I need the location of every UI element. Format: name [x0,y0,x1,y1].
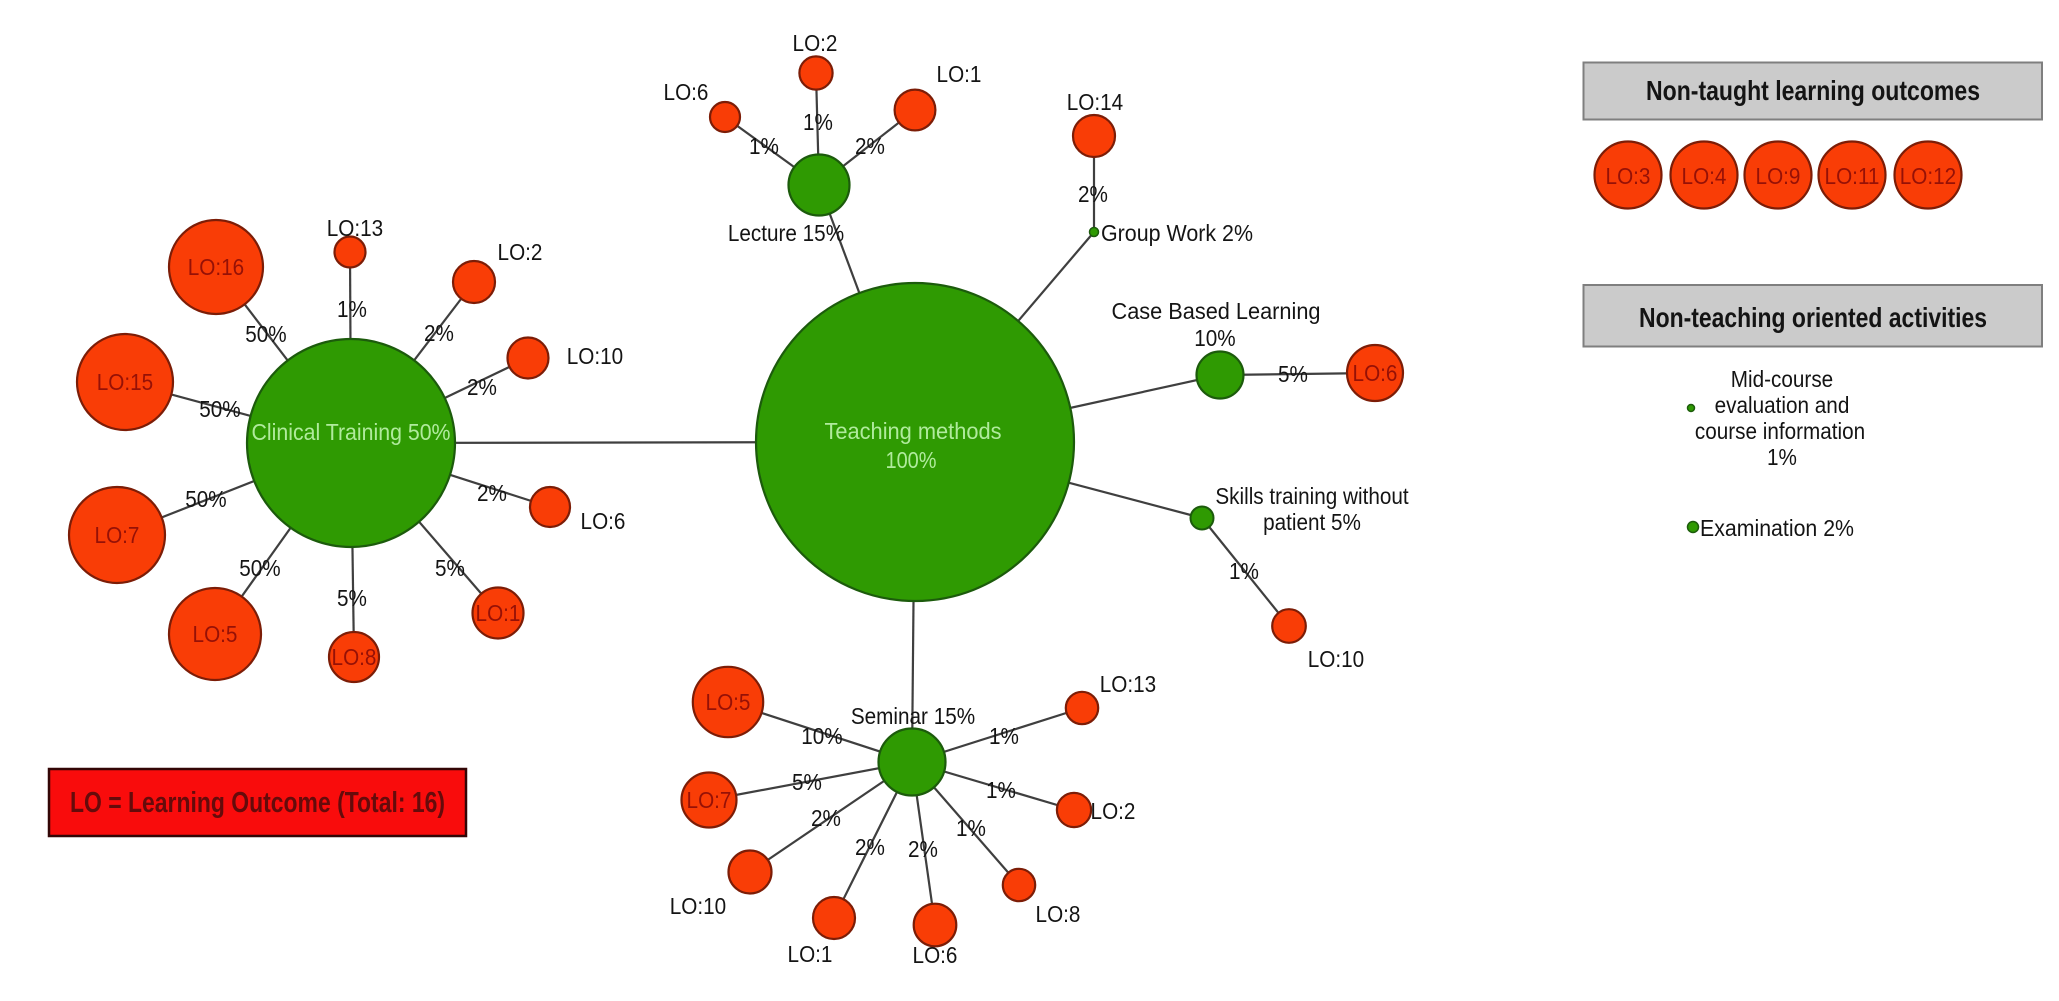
svg-text:LO:10: LO:10 [567,343,623,369]
svg-text:LO:12: LO:12 [1900,163,1956,189]
svg-text:2%: 2% [1078,181,1108,207]
svg-text:Examination 2%: Examination 2% [1700,515,1854,541]
svg-text:LO:15: LO:15 [97,369,153,395]
svg-text:100%: 100% [886,447,937,473]
svg-text:LO:1: LO:1 [937,61,982,87]
svg-text:LO:2: LO:2 [498,239,543,265]
svg-text:Teaching methods: Teaching methods [825,418,1002,444]
svg-text:LO:5: LO:5 [193,621,238,647]
svg-text:10%: 10% [801,723,842,749]
svg-text:1%: 1% [989,723,1019,749]
svg-text:50%: 50% [239,555,280,581]
svg-text:LO:13: LO:13 [1100,671,1156,697]
svg-text:LO:1: LO:1 [476,600,521,626]
svg-text:LO:10: LO:10 [1308,646,1364,672]
svg-text:2%: 2% [855,834,885,860]
svg-text:LO:9: LO:9 [1756,163,1801,189]
svg-text:LO:14: LO:14 [1067,89,1124,115]
svg-text:LO:7: LO:7 [95,522,140,548]
svg-text:Clinical Training 50%: Clinical Training 50% [252,419,451,445]
svg-text:LO:16: LO:16 [188,254,244,280]
svg-text:1%: 1% [803,109,833,135]
svg-text:2%: 2% [424,320,454,346]
svg-text:50%: 50% [185,486,226,512]
svg-text:LO:11: LO:11 [1825,163,1880,189]
svg-text:Skills training without: Skills training without [1215,483,1409,509]
svg-text:LO:10: LO:10 [670,893,726,919]
svg-text:5%: 5% [337,585,367,611]
svg-text:patient 5%: patient 5% [1263,509,1361,535]
svg-text:1%: 1% [337,296,367,322]
svg-text:evaluation and: evaluation and [1715,392,1850,418]
svg-text:LO:3: LO:3 [1606,163,1651,189]
svg-text:LO:2: LO:2 [1091,798,1136,824]
svg-text:LO:8: LO:8 [1036,901,1081,927]
svg-text:2%: 2% [477,480,507,506]
svg-text:2%: 2% [908,836,938,862]
svg-text:10%: 10% [1194,325,1235,351]
svg-text:5%: 5% [1278,361,1308,387]
svg-text:LO:13: LO:13 [327,215,383,241]
svg-text:5%: 5% [792,769,822,795]
svg-text:Mid-course: Mid-course [1731,366,1833,392]
svg-text:1%: 1% [1229,558,1259,584]
svg-text:LO:2: LO:2 [793,30,838,56]
svg-text:Case Based Learning: Case Based Learning [1112,298,1321,324]
svg-text:Lecture 15%: Lecture 15% [728,220,844,246]
svg-text:2%: 2% [811,805,841,831]
svg-text:LO:6: LO:6 [581,508,626,534]
svg-text:Non-teaching oriented activiti: Non-teaching oriented activities [1639,302,1987,333]
svg-text:1%: 1% [956,815,986,841]
svg-text:LO:7: LO:7 [687,787,732,813]
svg-text:LO:5: LO:5 [706,689,751,715]
svg-text:Non-taught learning outcomes: Non-taught learning outcomes [1646,75,1980,106]
svg-text:LO:4: LO:4 [1682,163,1727,189]
svg-text:LO:6: LO:6 [913,942,958,968]
svg-text:LO:6: LO:6 [1353,360,1398,386]
svg-text:2%: 2% [467,374,497,400]
svg-text:5%: 5% [435,555,465,581]
svg-text:LO:6: LO:6 [664,79,709,105]
svg-text:LO = Learning Outcome (Total:: LO = Learning Outcome (Total: 16) [70,787,445,819]
svg-text:1%: 1% [986,777,1016,803]
svg-text:50%: 50% [245,321,286,347]
svg-text:Group Work 2%: Group Work 2% [1101,220,1253,246]
svg-text:1%: 1% [749,133,779,159]
svg-text:LO:1: LO:1 [788,941,833,967]
svg-text:50%: 50% [199,396,240,422]
svg-text:course information: course information [1695,418,1865,444]
svg-text:1%: 1% [1767,444,1797,470]
svg-text:2%: 2% [855,133,885,159]
svg-text:Seminar 15%: Seminar 15% [851,703,975,729]
svg-text:LO:8: LO:8 [332,644,377,670]
